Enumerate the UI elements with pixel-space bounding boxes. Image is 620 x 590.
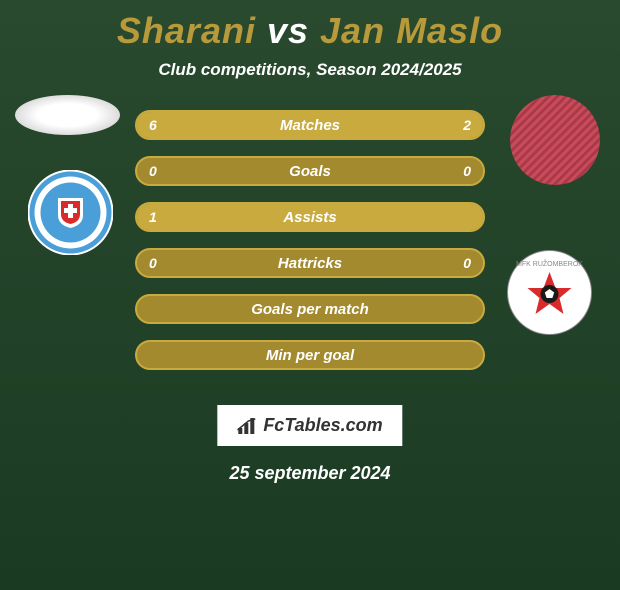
player1-club-badge [28, 170, 113, 255]
stat-row: Goals per match [135, 294, 485, 324]
bar-chart-icon [237, 418, 257, 434]
comparison-area: MFK RUŽOMBEROK 6 Matches 2 0 Goals 0 1 [0, 110, 620, 390]
stat-right-value: 2 [463, 117, 471, 133]
player1-avatar [15, 95, 120, 135]
player2-jersey [510, 95, 600, 185]
stat-label: Matches [280, 117, 340, 134]
branding-text: FcTables.com [263, 415, 382, 436]
stat-label: Min per goal [266, 347, 354, 364]
stat-row: 0 Goals 0 [135, 156, 485, 186]
stat-left-value: 0 [149, 255, 157, 271]
stat-label: Goals [289, 163, 331, 180]
stat-row: 6 Matches 2 [135, 110, 485, 140]
stat-bars: 6 Matches 2 0 Goals 0 1 Assists 0 Hattri… [135, 110, 485, 386]
stat-left-value: 0 [149, 163, 157, 179]
stat-label: Hattricks [278, 255, 342, 272]
player1-name: Sharani [117, 10, 256, 51]
player2-name: Jan Maslo [320, 10, 503, 51]
stat-right-value: 0 [463, 255, 471, 271]
player2-avatar [510, 95, 600, 185]
player2-club-badge: MFK RUŽOMBEROK [507, 250, 592, 335]
comparison-title: Sharani vs Jan Maslo [0, 10, 620, 52]
stat-fill-left [137, 112, 397, 138]
subtitle: Club competitions, Season 2024/2025 [0, 60, 620, 80]
stat-label: Goals per match [251, 301, 369, 318]
stat-row: 1 Assists [135, 202, 485, 232]
date-label: 25 september 2024 [229, 463, 390, 484]
stat-row: 0 Hattricks 0 [135, 248, 485, 278]
stat-label: Assists [283, 209, 336, 226]
vs-text: vs [267, 10, 309, 51]
stat-left-value: 6 [149, 117, 157, 133]
stat-right-value: 0 [463, 163, 471, 179]
stat-row: Min per goal [135, 340, 485, 370]
branding-badge: FcTables.com [217, 405, 402, 446]
svg-text:MFK RUŽOMBEROK: MFK RUŽOMBEROK [516, 259, 583, 268]
stat-left-value: 1 [149, 209, 157, 225]
